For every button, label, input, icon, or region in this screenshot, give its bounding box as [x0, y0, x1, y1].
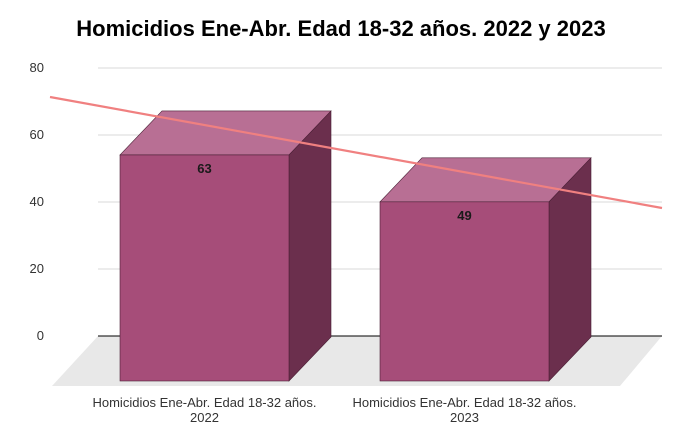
bar-front-face — [119, 154, 290, 382]
y-tick-label: 60 — [30, 127, 44, 142]
x-tick-label: Homicidios Ene-Abr. Edad 18-32 años. 2023 — [352, 395, 576, 425]
bar — [119, 110, 332, 382]
x-tick-label-line: 2023 — [450, 410, 479, 425]
x-tick-label-line: Homicidios Ene-Abr. Edad 18-32 años. — [352, 395, 576, 410]
x-tick-label-line: Homicidios Ene-Abr. Edad 18-32 años. — [92, 395, 316, 410]
chart-title: Homicidios Ene-Abr. Edad 18-32 años. 202… — [76, 16, 606, 41]
y-tick-label: 20 — [30, 261, 44, 276]
x-tick-label: Homicidios Ene-Abr. Edad 18-32 años. 2022 — [92, 395, 316, 425]
y-tick-label: 80 — [30, 60, 44, 75]
data-label: 63 — [197, 161, 211, 176]
data-label: 49 — [457, 208, 471, 223]
y-tick-label: 40 — [30, 194, 44, 209]
x-tick-label-line: 2022 — [190, 410, 219, 425]
bar — [379, 157, 592, 382]
bar-side-face — [288, 110, 332, 382]
y-tick-label: 0 — [37, 328, 44, 343]
trendline — [49, 95, 663, 210]
bar-front-face — [379, 201, 550, 382]
